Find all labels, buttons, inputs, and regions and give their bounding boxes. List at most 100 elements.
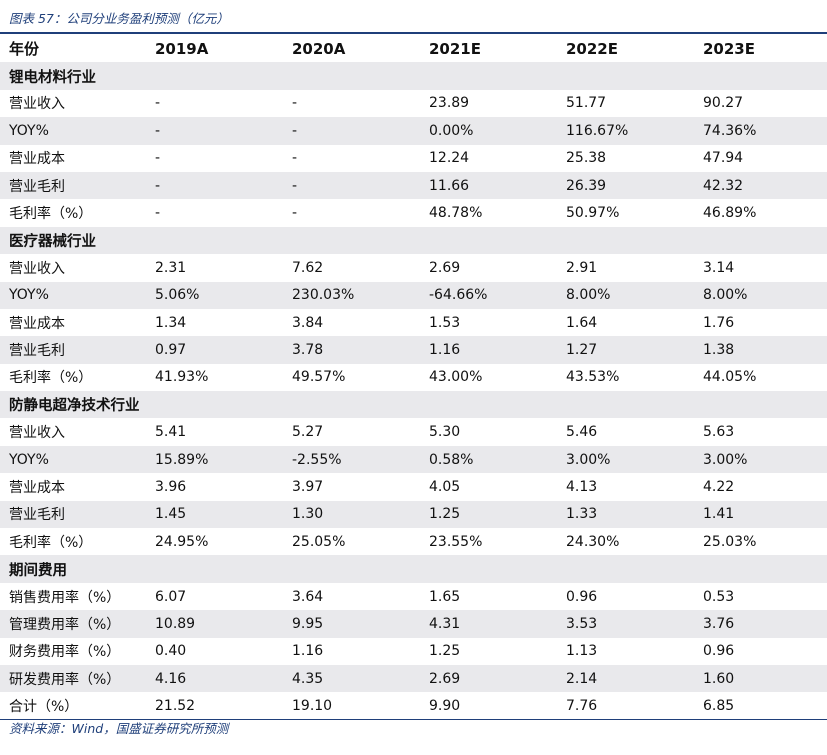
table-cell: 21.52: [155, 698, 196, 715]
table-cell: 4.05: [429, 478, 461, 495]
section-header-row: 防静电超净技术行业: [0, 391, 827, 419]
row-label: 营业毛利: [0, 336, 146, 364]
table-row: YOY% 5.06% 230.03% -64.66% 8.00% 8.00%: [0, 281, 827, 309]
row-label: YOY%: [0, 445, 146, 474]
table-cell: 0.96: [566, 588, 598, 605]
table-row: 毛利率（%） 24.95% 25.05% 23.55% 24.30% 25.03%: [0, 528, 827, 555]
table-row: 研发费用率（%） 4.16 4.35 2.69 2.14 1.60: [0, 664, 827, 693]
table-cell: 230.03%: [283, 281, 420, 309]
row-label: 营业成本: [9, 315, 65, 332]
table-cell: 25.38: [566, 150, 607, 167]
table-row: 管理费用率（%） 10.89 9.95 4.31 3.53 3.76: [0, 610, 827, 638]
table-cell: 1.60: [694, 664, 827, 693]
table-header-row: 年份 2019A 2020A 2021E 2022E 2023E: [0, 35, 827, 63]
table-cell: 49.57%: [292, 369, 346, 386]
header-cell-year: 2022E: [557, 35, 694, 63]
table-cell: 3.64: [292, 588, 324, 605]
table-cell: 4.31: [420, 610, 557, 638]
table-cell: -: [292, 150, 298, 167]
table-cell: -: [292, 205, 298, 222]
table-cell: 6.07: [155, 588, 187, 605]
table-cell: -: [155, 205, 161, 222]
table-cell: 3.00%: [557, 445, 694, 474]
table-row: 营业收入 2.31 7.62 2.69 2.91 3.14: [0, 254, 827, 281]
table-cell: 5.30: [429, 424, 461, 441]
table-cell: 25.03%: [703, 533, 757, 550]
table-cell: 1.38: [694, 336, 827, 364]
table-cell: 1.30: [283, 500, 420, 529]
row-label: YOY%: [0, 117, 146, 145]
table-cell: 5.06%: [146, 281, 283, 309]
section-label: 防静电超净技术行业: [0, 391, 827, 419]
table-cell: -: [283, 117, 420, 145]
table-cell: 15.89%: [146, 445, 283, 474]
header-cell-year: 2019A: [146, 35, 283, 63]
table-cell: 116.67%: [557, 117, 694, 145]
table-cell: -: [146, 171, 283, 200]
header-cell-year: 2023E: [694, 35, 827, 63]
table-cell: 42.32: [694, 171, 827, 200]
section-header-row: 医疗器械行业: [0, 226, 827, 255]
section-label: 锂电材料行业: [0, 62, 827, 90]
row-label: YOY%: [0, 281, 146, 309]
table-row: 营业收入 - - 23.89 51.77 90.27: [0, 90, 827, 117]
table-row: 营业毛利 0.97 3.78 1.16 1.27 1.38: [0, 336, 827, 364]
table-cell: 5.63: [703, 424, 735, 441]
table-cell: 46.89%: [703, 205, 757, 222]
section-header-row: 锂电材料行业: [0, 62, 827, 90]
table-row: 合计（%） 21.52 19.10 9.90 7.76 6.85: [0, 692, 827, 719]
table-cell: 1.16: [292, 643, 324, 660]
table-cell: 1.33: [557, 500, 694, 529]
table-cell: 7.76: [566, 698, 598, 715]
table-cell: 4.13: [566, 478, 598, 495]
table-cell: 1.27: [557, 336, 694, 364]
header-rule: [0, 32, 827, 34]
table-row: 营业成本 3.96 3.97 4.05 4.13 4.22: [0, 473, 827, 500]
table-row: 毛利率（%） 41.93% 49.57% 43.00% 43.53% 44.05%: [0, 364, 827, 391]
table-cell: 50.97%: [566, 205, 620, 222]
table-cell: 24.95%: [155, 533, 209, 550]
table-cell: -: [292, 95, 298, 112]
table-cell: 1.53: [429, 314, 461, 331]
table-cell: 5.46: [566, 424, 598, 441]
table-cell: 8.00%: [694, 281, 827, 309]
table-cell: 23.55%: [429, 533, 483, 550]
table-row: 营业成本 - - 12.24 25.38 47.94: [0, 145, 827, 172]
table-cell: 1.64: [566, 314, 598, 331]
table-cell: 1.45: [146, 500, 283, 529]
table-cell: 0.96: [703, 643, 735, 660]
table-cell: -: [146, 117, 283, 145]
table-row: YOY% - -0.00% 116.67% 74.36%: [0, 117, 827, 145]
table-cell: 3.00%: [694, 445, 827, 474]
table-cell: 3.96: [155, 478, 187, 495]
row-label: 营业成本: [9, 479, 65, 496]
table-cell: 24.30%: [566, 533, 620, 550]
table-cell: 43.53%: [566, 369, 620, 386]
table-cell: 2.69: [420, 664, 557, 693]
table-cell: 1.34: [155, 314, 187, 331]
table-cell: 2.69: [429, 259, 461, 276]
row-label: 毛利率（%）: [9, 370, 93, 387]
row-label: 研发费用率（%）: [0, 664, 146, 693]
table-cell: 9.90: [429, 698, 461, 715]
table-cell: 3.76: [694, 610, 827, 638]
row-label: 营业收入: [9, 425, 65, 442]
table-cell: 19.10: [292, 698, 333, 715]
table-cell: 74.36%: [694, 117, 827, 145]
table-cell: 41.93%: [155, 369, 209, 386]
table-row: YOY% 15.89% -2.55% 0.58% 3.00% 3.00%: [0, 445, 827, 474]
table-cell: 0.40: [155, 643, 187, 660]
table-cell: 1.25: [420, 500, 557, 529]
table-cell: 1.65: [429, 588, 461, 605]
table-cell: 0.58%: [420, 445, 557, 474]
table-cell: 1.41: [694, 500, 827, 529]
table-cell: 1.13: [566, 643, 598, 660]
table-cell: 2.14: [557, 664, 694, 693]
header-cell-year: 2021E: [420, 35, 557, 63]
source-note: 资料来源：Wind，国盛证券研究所预测: [9, 721, 229, 736]
row-label: 管理费用率（%）: [0, 610, 146, 638]
table-cell: 10.89: [146, 610, 283, 638]
table-row: 营业成本 1.34 3.84 1.53 1.64 1.76: [0, 309, 827, 336]
table-cell: 1.25: [429, 643, 461, 660]
table-row: 营业收入 5.41 5.27 5.30 5.46 5.63: [0, 418, 827, 445]
